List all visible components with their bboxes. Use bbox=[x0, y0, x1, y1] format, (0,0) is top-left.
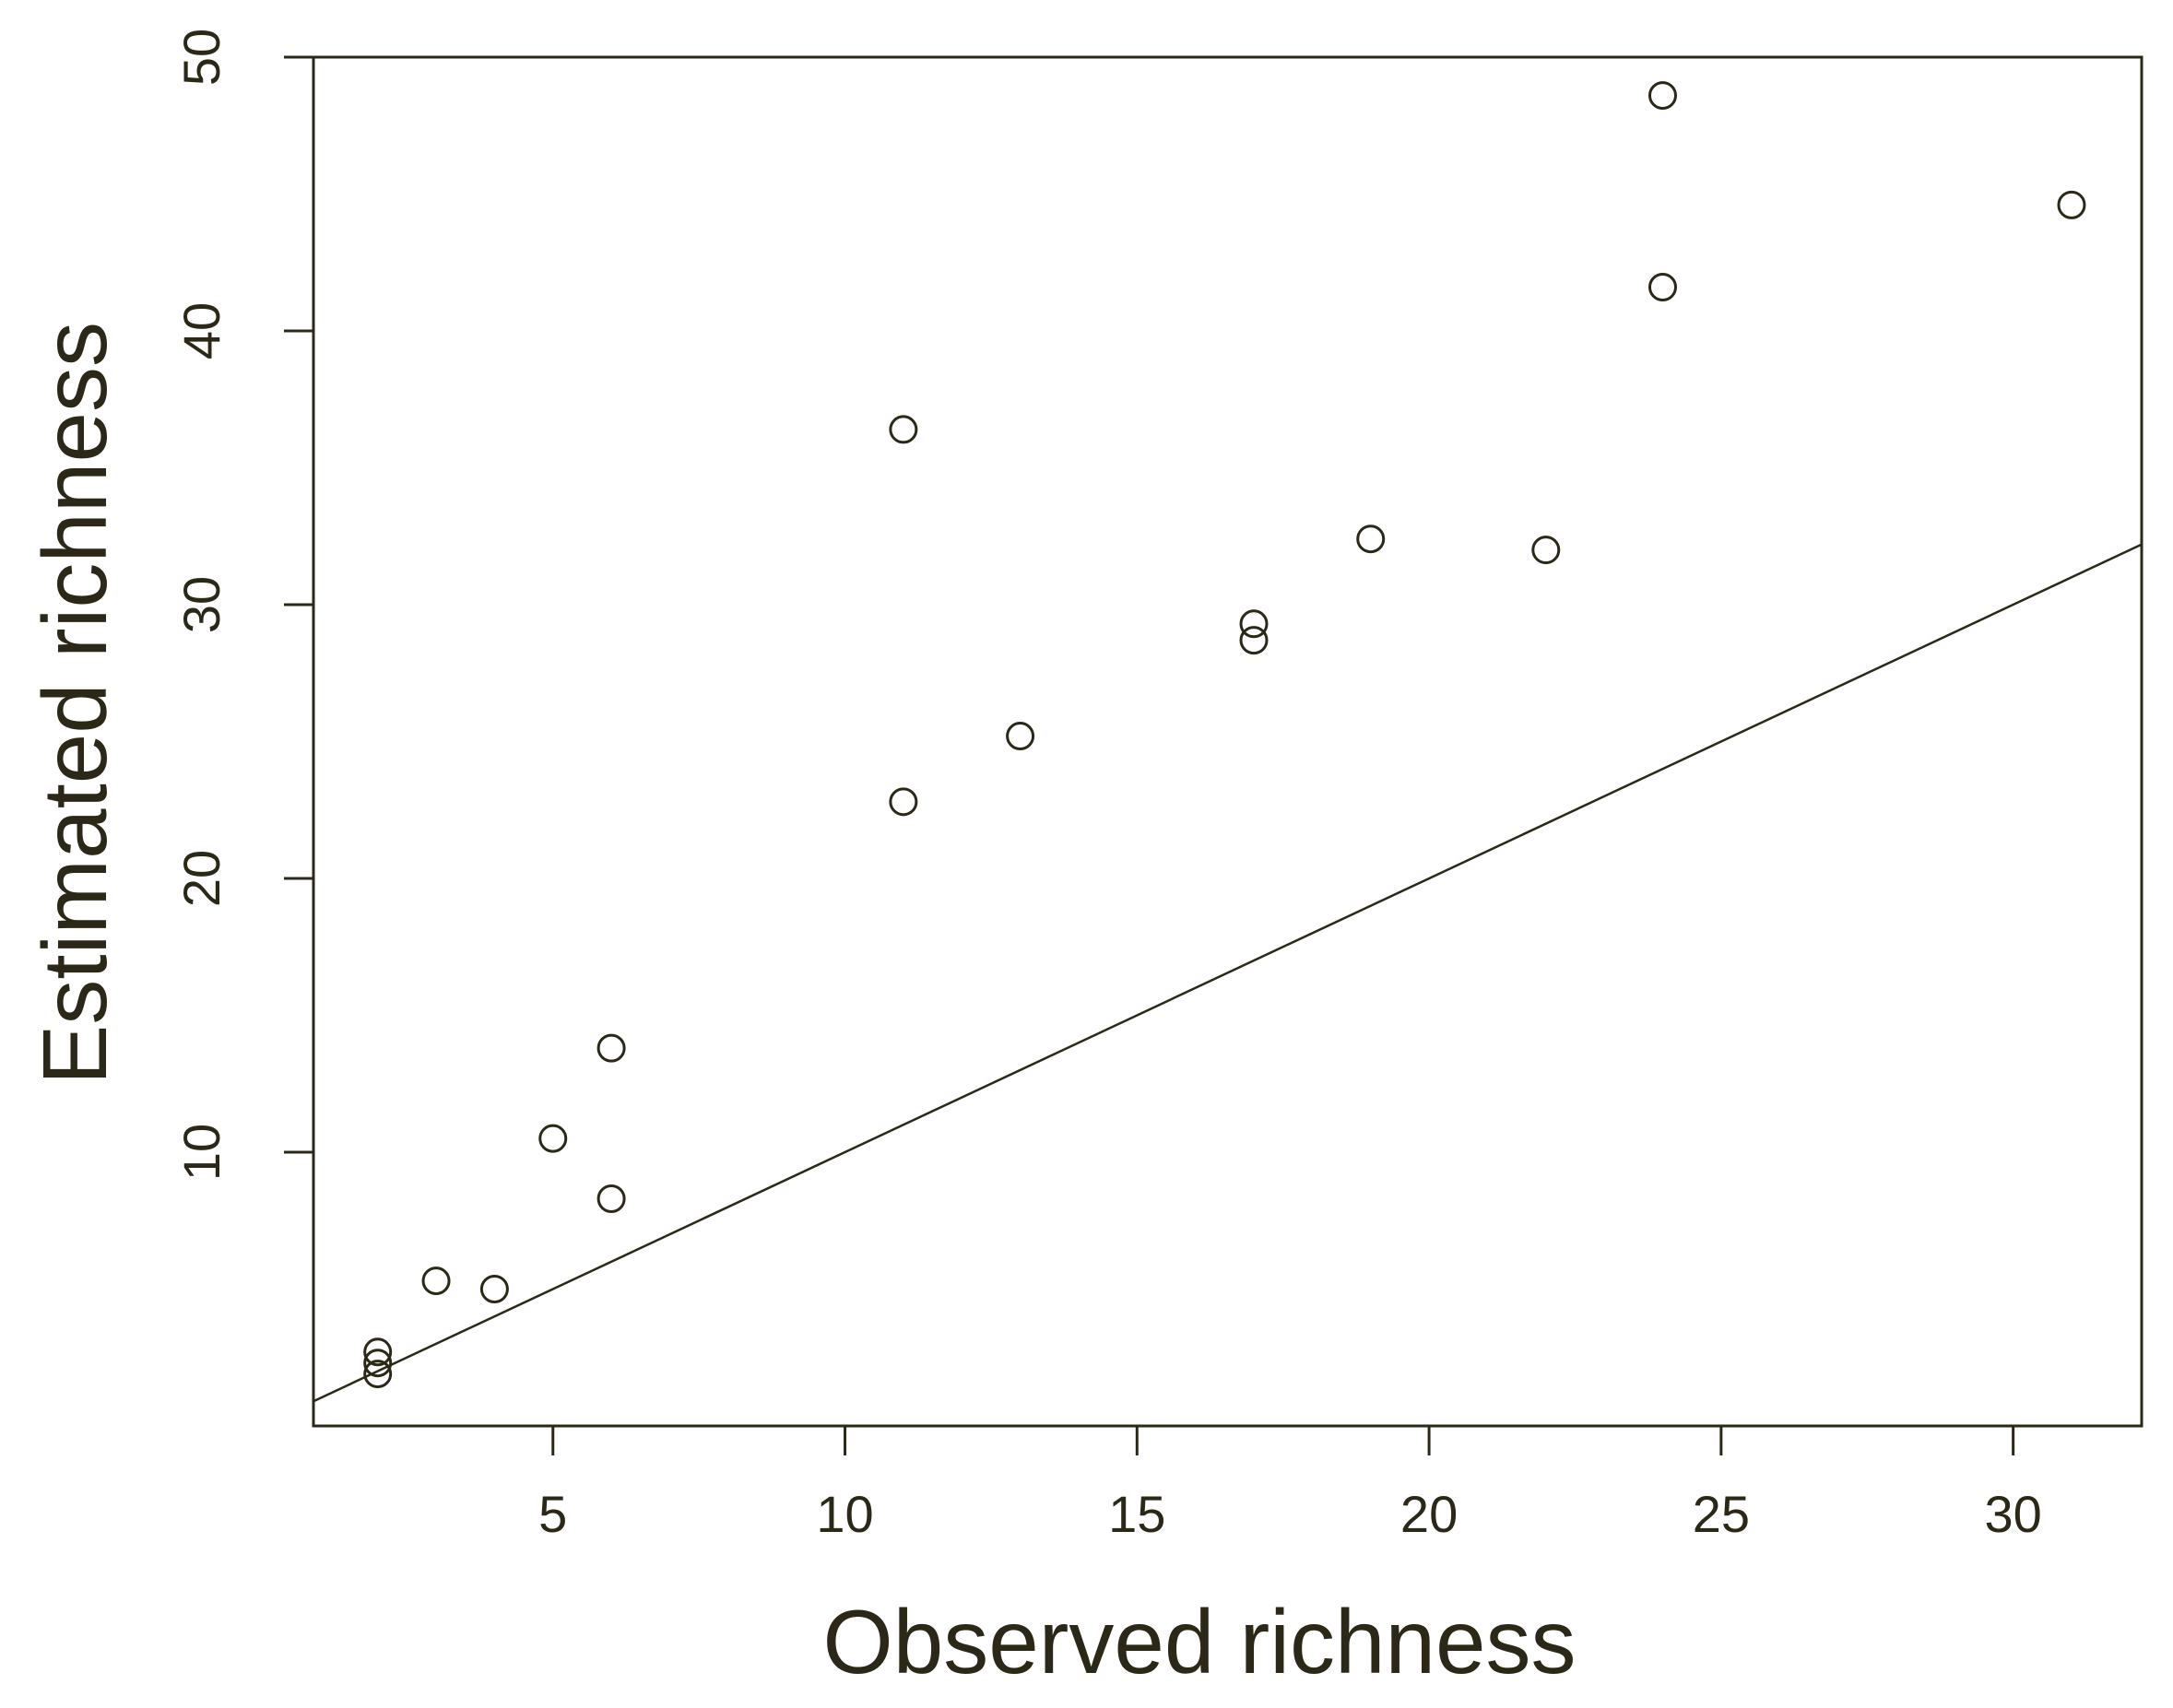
data-point-4 bbox=[421, 1266, 451, 1296]
plot-area-frame bbox=[312, 55, 2143, 1428]
data-point-2 bbox=[363, 1337, 393, 1367]
data-point-15 bbox=[1531, 536, 1561, 565]
y-tick-label-10: 10 bbox=[172, 1124, 230, 1181]
data-point-5 bbox=[479, 1275, 509, 1303]
x-tick-label-15: 15 bbox=[1108, 1485, 1165, 1543]
data-point-8 bbox=[596, 1033, 626, 1063]
x-axis: 5 10 15 20 25 30 bbox=[538, 1426, 2042, 1543]
data-point-14 bbox=[1356, 524, 1386, 554]
x-tick-label-30: 30 bbox=[1984, 1485, 2041, 1543]
y-tick-label-40: 40 bbox=[172, 302, 230, 359]
data-point-13 bbox=[1239, 609, 1269, 639]
data-point-9 bbox=[889, 787, 918, 817]
data-point-6 bbox=[538, 1124, 568, 1153]
y-axis-title: Estimated richness bbox=[24, 322, 125, 1085]
data-point-10 bbox=[889, 415, 918, 444]
data-point-16 bbox=[1647, 272, 1677, 301]
x-tick-label-10: 10 bbox=[816, 1485, 873, 1543]
x-axis-title: Observed richness bbox=[822, 1591, 1576, 1692]
data-point-1 bbox=[363, 1349, 393, 1378]
data-point-7 bbox=[596, 1184, 626, 1213]
reference-line-layer bbox=[313, 543, 2143, 1403]
data-points-layer bbox=[363, 81, 2086, 1389]
y-axis: 10 20 30 40 50 bbox=[172, 29, 313, 1181]
y-tick-label-50: 50 bbox=[172, 29, 230, 86]
data-point-17 bbox=[1647, 81, 1677, 111]
y-tick-label-30: 30 bbox=[172, 576, 230, 633]
reference-line bbox=[313, 543, 2143, 1403]
data-point-11 bbox=[1006, 722, 1035, 751]
x-tick-label-25: 25 bbox=[1693, 1485, 1750, 1543]
x-tick-label-5: 5 bbox=[538, 1485, 567, 1543]
data-point-12 bbox=[1239, 626, 1269, 655]
x-tick-label-20: 20 bbox=[1400, 1485, 1458, 1543]
data-point-18 bbox=[2057, 190, 2086, 219]
data-point-3 bbox=[363, 1360, 393, 1389]
y-tick-label-20: 20 bbox=[172, 850, 230, 907]
